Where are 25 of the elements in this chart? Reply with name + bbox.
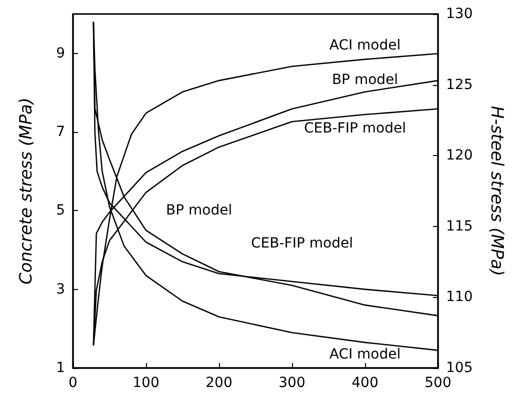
series-label: CEB-FIP model bbox=[251, 235, 353, 252]
y-tick-label: 5 bbox=[56, 202, 65, 219]
series-label: ACI model bbox=[329, 346, 401, 362]
y2-tick-label: 105 bbox=[446, 360, 473, 376]
x-tick-label: 300 bbox=[278, 375, 306, 391]
y-tick-label: 1 bbox=[56, 360, 65, 376]
series-label: BP model bbox=[166, 202, 232, 218]
y-tick-label: 7 bbox=[56, 124, 65, 140]
y-axis-title: Concrete stress (MPa) bbox=[16, 97, 36, 285]
y2-tick-label: 125 bbox=[446, 76, 473, 93]
y-tick-label: 3 bbox=[56, 281, 65, 298]
y2-tick-label: 115 bbox=[446, 218, 473, 234]
y2-axis-title: H-steel stress (MPa) bbox=[486, 106, 506, 276]
x-tick-label: 100 bbox=[132, 375, 160, 391]
y2-tick-label: 110 bbox=[446, 289, 473, 306]
x-tick-label: 0 bbox=[68, 375, 78, 391]
series-label: ACI model bbox=[329, 37, 401, 54]
series-label: CEB-FIP model bbox=[304, 120, 406, 137]
y-tick-label: 9 bbox=[56, 45, 65, 62]
y2-tick-label: 120 bbox=[446, 148, 473, 164]
x-tick-label: 200 bbox=[206, 375, 232, 391]
x-tick-label: 500 bbox=[424, 375, 452, 391]
x-tick-label: 400 bbox=[352, 375, 378, 391]
series-label: BP model bbox=[332, 72, 398, 88]
y2-tick-label: 130 bbox=[446, 6, 473, 22]
